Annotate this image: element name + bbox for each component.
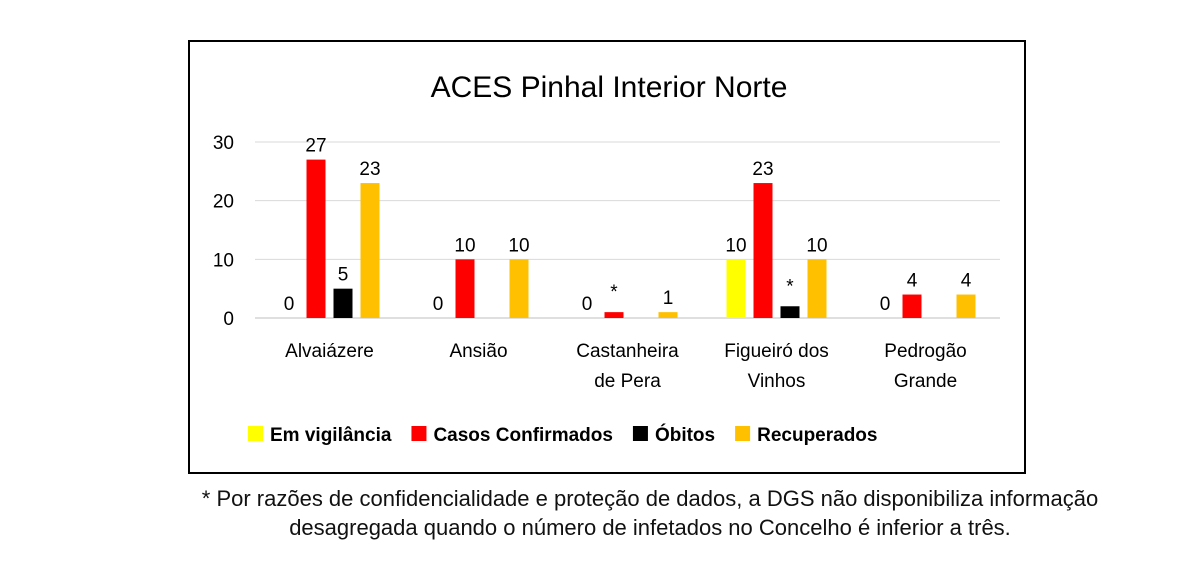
data-label: 10 [725, 235, 746, 256]
data-label: 23 [752, 159, 773, 180]
bar [455, 259, 475, 318]
y-tick-label: 30 [213, 133, 234, 154]
y-tick-label: 0 [223, 309, 234, 330]
bar [306, 159, 326, 318]
data-label: 4 [961, 271, 972, 292]
data-label: 0 [433, 294, 444, 315]
data-label: 1 [663, 288, 674, 309]
data-label: 0 [284, 294, 295, 315]
legend-label: Óbitos [655, 424, 715, 446]
x-tick-label: Grande [894, 371, 957, 392]
data-label: * [610, 282, 618, 303]
footnote-line-2: desagregada quando o número de infetados… [289, 515, 1011, 540]
x-tick-label: Alvaiázere [285, 341, 374, 362]
footnote: * Por razões de confidencialidade e prot… [120, 484, 1180, 542]
data-label: 23 [359, 159, 380, 180]
data-label: 10 [454, 235, 475, 256]
bar [807, 259, 827, 318]
legend-label: Casos Confirmados [433, 425, 612, 446]
data-label: 4 [907, 271, 918, 292]
data-label: 0 [880, 294, 891, 315]
legend-swatch [411, 426, 427, 441]
bar [780, 306, 800, 318]
data-label: 10 [806, 235, 827, 256]
data-label: 27 [305, 136, 326, 157]
footnote-line-1: * Por razões de confidencialidade e prot… [201, 486, 1099, 511]
x-tick-label: Figueiró dos [724, 341, 829, 362]
y-tick-label: 10 [213, 250, 234, 271]
bar [509, 259, 529, 318]
data-label: * [786, 276, 794, 297]
x-tick-label: Vinhos [748, 371, 806, 392]
data-label: 5 [338, 265, 349, 286]
chart-title: ACES Pinhal Interior Norte [431, 71, 788, 104]
chart-frame: ACES Pinhal Interior Norte 0 10 20 30 0 27 5 23 A… [188, 40, 1026, 474]
x-tick-label: de Pera [594, 371, 661, 392]
bar [604, 312, 624, 318]
y-tick-label: 20 [213, 192, 234, 213]
bar [753, 183, 773, 318]
legend-label: Recuperados [757, 425, 877, 446]
x-tick-label: Ansião [449, 341, 507, 362]
legend-swatch [735, 426, 751, 441]
bar-chart: ACES Pinhal Interior Norte0102030027523A… [213, 71, 1000, 446]
data-label: 0 [582, 294, 593, 315]
bar [333, 288, 353, 318]
bar [726, 259, 746, 318]
x-tick-label: Pedrogão [884, 341, 966, 362]
legend-swatch [632, 426, 648, 441]
bar [658, 312, 678, 318]
data-label: 10 [508, 235, 529, 256]
bar [902, 294, 922, 318]
bar [360, 183, 380, 318]
bar [956, 294, 976, 318]
legend-swatch [248, 426, 263, 441]
x-tick-label: Castanheira [576, 341, 679, 362]
legend-label: Em vigilância [270, 425, 392, 446]
